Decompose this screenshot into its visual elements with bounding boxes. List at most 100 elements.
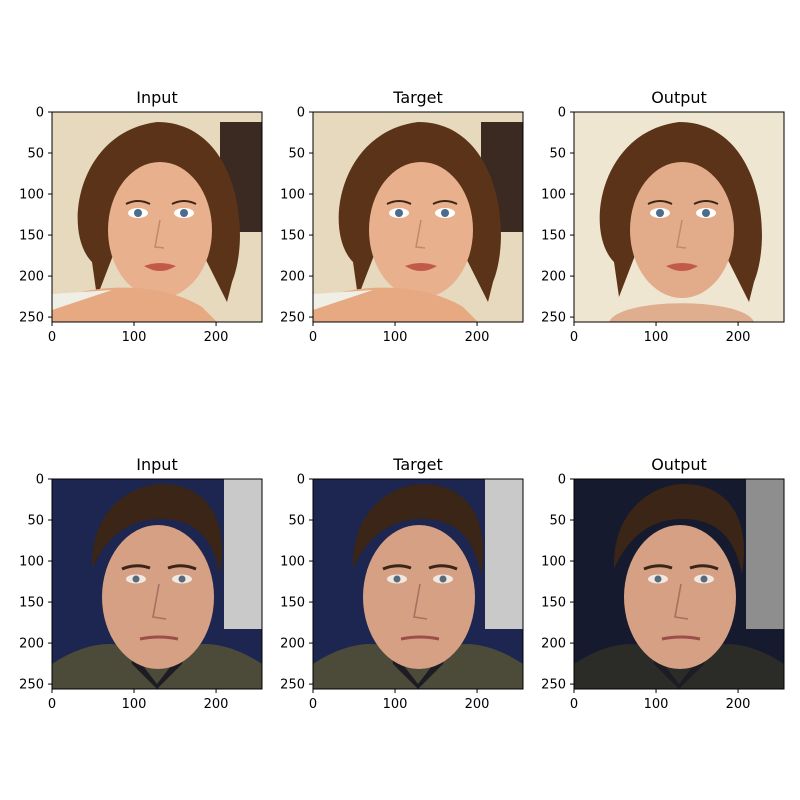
right-iris: [702, 209, 710, 217]
axes-frame: [312, 478, 524, 690]
left-brow: [386, 200, 412, 205]
nose: [152, 583, 167, 620]
face: [102, 525, 214, 669]
y-tick-label: 200: [280, 637, 305, 652]
y-tick-label: 250: [541, 311, 566, 326]
panel-title: Target: [392, 455, 443, 474]
x-tick-label: 200: [465, 330, 490, 345]
hair-bangs: [629, 145, 734, 172]
panel-title: Input: [136, 455, 177, 474]
hair-bangs: [368, 145, 473, 172]
right-iris: [180, 209, 188, 217]
x-tick-label: 0: [48, 697, 56, 712]
x-tick-label: 0: [570, 330, 578, 345]
left-iris: [654, 575, 662, 583]
y-tick-label: 100: [280, 555, 305, 570]
y-tick-label: 0: [297, 106, 305, 121]
nose: [674, 583, 689, 620]
face-image: [574, 112, 784, 322]
panel-title: Output: [651, 88, 707, 107]
y-tick-label: 100: [280, 188, 305, 203]
mouth: [400, 635, 440, 641]
y-tick-label: 250: [19, 678, 44, 693]
y-tick-label: 50: [27, 147, 44, 162]
x-tick-label: 0: [309, 330, 317, 345]
right-iris: [178, 575, 186, 583]
y-tick-label: 250: [280, 311, 305, 326]
lips: [405, 263, 437, 271]
left-iris: [132, 575, 140, 583]
y-tick-label: 0: [558, 106, 566, 121]
left-brow: [382, 564, 412, 571]
y-tick-label: 50: [549, 147, 566, 162]
x-tick-label: 100: [383, 330, 408, 345]
y-tick-label: 150: [280, 229, 305, 244]
y-tick-label: 100: [19, 555, 44, 570]
face: [630, 162, 734, 298]
nose: [154, 219, 165, 249]
y-tick-label: 150: [280, 596, 305, 611]
y-tick-label: 150: [19, 229, 44, 244]
y-tick-label: 50: [549, 514, 566, 529]
left-brow: [647, 200, 673, 205]
axes-frame: [573, 111, 785, 323]
y-tick-label: 250: [541, 678, 566, 693]
y-tick-label: 150: [19, 596, 44, 611]
y-tick-label: 200: [280, 270, 305, 285]
y-tick-label: 200: [541, 637, 566, 652]
panel-1: Input 0 100 200 0 50 100 150 200 250: [19, 88, 263, 345]
x-tick-label: 100: [383, 697, 408, 712]
x-tick-label: 100: [122, 330, 147, 345]
y-tick-label: 0: [558, 473, 566, 488]
panel-3: Output 0 100 200 0 50 100 150 200 250: [541, 88, 785, 345]
right-brow: [167, 564, 197, 571]
y-tick-label: 50: [288, 147, 305, 162]
axes-frame: [51, 111, 263, 323]
y-tick-label: 250: [19, 311, 44, 326]
x-tick-label: 200: [204, 697, 229, 712]
nose: [415, 219, 426, 249]
nose: [413, 583, 428, 620]
right-brow: [428, 564, 458, 571]
sleeve: [52, 290, 112, 310]
face-image: [52, 479, 262, 689]
x-tick-label: 200: [726, 697, 751, 712]
shirt-collar: [391, 649, 445, 689]
y-tick-label: 100: [541, 555, 566, 570]
hair: [352, 484, 484, 574]
left-brow: [643, 564, 673, 571]
panel-4: Input 0 100 200 0 50 100 150 200 250: [19, 455, 263, 712]
axes-frame: [573, 478, 785, 690]
y-tick-label: 200: [19, 637, 44, 652]
background-panel: [224, 479, 262, 629]
background-panel: [746, 479, 784, 629]
x-tick-label: 100: [644, 330, 669, 345]
axes-frame: [51, 478, 263, 690]
right-iris: [700, 575, 708, 583]
x-tick-label: 100: [644, 697, 669, 712]
right-iris: [441, 209, 449, 217]
y-tick-label: 0: [297, 473, 305, 488]
mouth: [661, 635, 701, 641]
nose: [676, 219, 687, 249]
left-iris: [134, 209, 142, 217]
face-image: [52, 112, 262, 322]
x-tick-label: 200: [726, 330, 751, 345]
shirt-collar: [652, 649, 706, 689]
x-tick-label: 0: [48, 330, 56, 345]
neck-shoulders: [609, 303, 754, 322]
left-brow: [125, 200, 151, 205]
sleeve: [313, 290, 373, 310]
y-tick-label: 200: [19, 270, 44, 285]
shirt-collar: [130, 649, 184, 689]
face-image: [574, 479, 784, 689]
left-iris: [393, 575, 401, 583]
face: [108, 162, 212, 298]
hair: [91, 484, 223, 574]
right-brow: [171, 200, 197, 205]
panel-title: Input: [136, 88, 177, 107]
face: [363, 525, 475, 669]
x-tick-label: 100: [122, 697, 147, 712]
face-image: [313, 112, 523, 322]
panel-6: Output 0 100 200 0 50 100 150 200 250: [541, 455, 785, 712]
